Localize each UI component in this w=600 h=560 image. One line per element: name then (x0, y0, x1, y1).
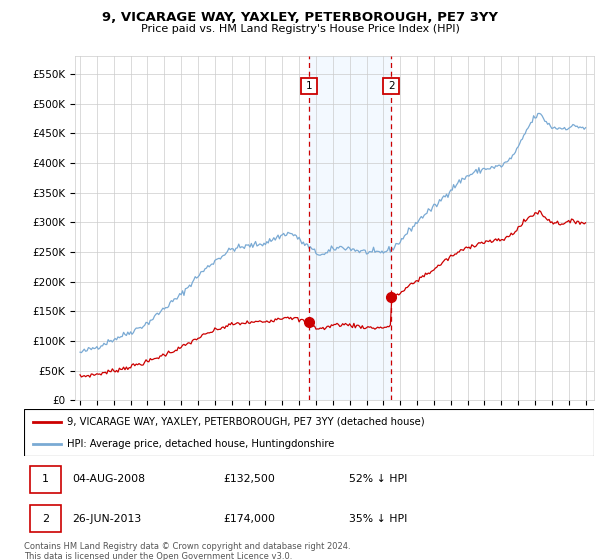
Text: 9, VICARAGE WAY, YAXLEY, PETERBOROUGH, PE7 3YY (detached house): 9, VICARAGE WAY, YAXLEY, PETERBOROUGH, P… (67, 417, 424, 427)
FancyBboxPatch shape (24, 409, 594, 456)
Text: 04-AUG-2008: 04-AUG-2008 (73, 474, 145, 484)
Text: 52% ↓ HPI: 52% ↓ HPI (349, 474, 407, 484)
Text: 1: 1 (42, 474, 49, 484)
Text: 2: 2 (42, 514, 49, 524)
Text: 9, VICARAGE WAY, YAXLEY, PETERBOROUGH, PE7 3YY: 9, VICARAGE WAY, YAXLEY, PETERBOROUGH, P… (102, 11, 498, 24)
Text: HPI: Average price, detached house, Huntingdonshire: HPI: Average price, detached house, Hunt… (67, 438, 334, 449)
FancyBboxPatch shape (30, 466, 61, 493)
Text: 2: 2 (388, 81, 395, 91)
Text: 1: 1 (305, 81, 312, 91)
Text: Contains HM Land Registry data © Crown copyright and database right 2024.
This d: Contains HM Land Registry data © Crown c… (24, 542, 350, 560)
Text: 26-JUN-2013: 26-JUN-2013 (73, 514, 142, 524)
Text: Price paid vs. HM Land Registry's House Price Index (HPI): Price paid vs. HM Land Registry's House … (140, 24, 460, 34)
FancyBboxPatch shape (30, 505, 61, 533)
Bar (309, 56, 391, 400)
Text: 35% ↓ HPI: 35% ↓ HPI (349, 514, 407, 524)
Text: £132,500: £132,500 (223, 474, 275, 484)
Text: £174,000: £174,000 (223, 514, 275, 524)
